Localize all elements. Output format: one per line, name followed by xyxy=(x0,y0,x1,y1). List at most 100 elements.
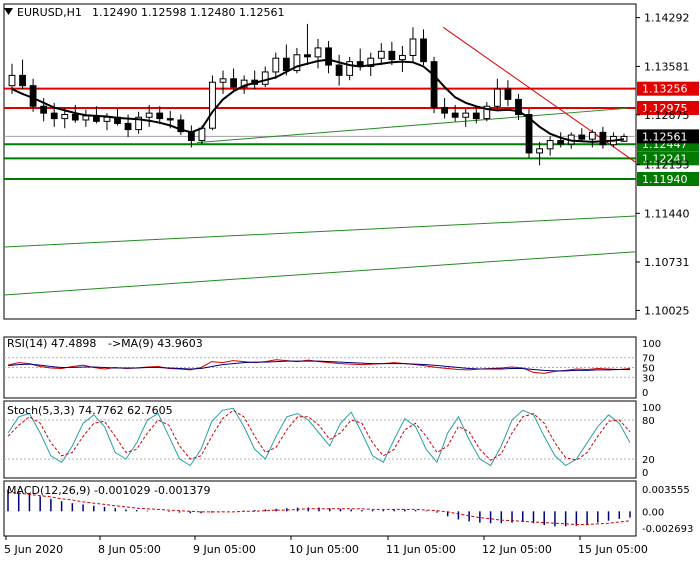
bear-candle xyxy=(388,50,396,61)
indicator-tick-label: 20 xyxy=(642,455,655,466)
stochastic-panel: 100 80 20 0 xyxy=(4,403,661,479)
time-axis: 5 Jun 2020 8 Jun 05:00 9 Jun 05:00 10 Jun 0… xyxy=(4,536,648,556)
bull-candle xyxy=(377,50,385,59)
bear-candle xyxy=(578,134,586,140)
indicator-tick-label: 100 xyxy=(642,403,661,414)
bear-candle xyxy=(230,78,237,88)
bull-candle xyxy=(367,57,375,67)
bull-candle xyxy=(145,112,153,118)
moving-average-polyline xyxy=(11,58,625,143)
bear-candle xyxy=(156,112,164,120)
level-value-1.12975: 1.12975 xyxy=(642,102,688,115)
price-tick-label: 1.13581 xyxy=(644,60,690,73)
macd-signal-line xyxy=(7,492,631,525)
macd-panel-frame xyxy=(3,480,637,537)
time-tick-label: 5 Jun 2020 xyxy=(4,543,63,556)
panel-frames xyxy=(3,3,637,537)
bull-candle xyxy=(536,148,543,154)
bear-candle xyxy=(71,113,79,121)
bear-candle xyxy=(124,122,132,131)
level-badge-1.11940 xyxy=(637,172,699,186)
price-tick-label: 1.11440 xyxy=(644,207,690,220)
indicator-series-1 xyxy=(7,409,631,461)
bull-candle xyxy=(240,79,248,88)
level-value-1.13256: 1.13256 xyxy=(642,83,688,96)
indicator-tick-label: 0 xyxy=(642,468,648,479)
bull-candle xyxy=(314,47,322,58)
bull-candle xyxy=(588,131,596,140)
bear-candle xyxy=(451,112,459,118)
bear-candle xyxy=(557,140,565,145)
bear-candle xyxy=(40,105,48,114)
indicator-tick-label: 30 xyxy=(642,373,655,384)
bull-candle xyxy=(261,71,269,85)
bull-candle xyxy=(483,105,491,120)
collapse-triangle-icon[interactable] xyxy=(4,8,13,15)
bear-candle xyxy=(19,74,26,87)
level-value-1.11940: 1.11940 xyxy=(642,173,688,186)
chart-header: EURUSD,H1 1.12490 1.12598 1.12480 1.1256… xyxy=(4,6,284,19)
bear-candle xyxy=(515,98,522,115)
price-tick-label: 1.12875 xyxy=(644,109,690,122)
time-tick-label: 8 Jun 05:00 xyxy=(98,543,161,556)
moving-average-line xyxy=(11,58,625,143)
bull-candle xyxy=(103,116,111,122)
indicator-tick-label: 70 xyxy=(642,354,655,365)
rsi-ma-label: ->MA(9) 43.9603 xyxy=(108,337,203,350)
bull-candle xyxy=(409,38,417,56)
rsi-label: RSI(14) 47.4898 xyxy=(7,337,96,350)
bear-candle xyxy=(325,47,332,66)
bull-candle xyxy=(61,113,69,120)
macd-tick-label: 0.00 xyxy=(642,507,664,518)
bull-candle xyxy=(493,88,501,107)
bear-candle xyxy=(29,85,37,107)
bear-candle xyxy=(304,54,311,58)
time-tick-label: 12 Jun 05:00 xyxy=(482,543,552,556)
time-tick-label: 9 Jun 05:00 xyxy=(193,543,256,556)
bull-candle xyxy=(219,78,227,83)
price-tick-label: 1.10025 xyxy=(644,304,690,317)
indicator-series-1 xyxy=(7,360,630,372)
trend-line-green-channel-upper xyxy=(3,215,637,248)
trend-line-green-channel-lower xyxy=(3,251,637,296)
level-badge-1.13256 xyxy=(637,81,699,96)
price-axis: 1.14292 1.13581 1.12875 1.12153 1.11440 1.107… xyxy=(636,12,690,317)
price-tick-label: 1.10731 xyxy=(644,256,690,269)
indicator-tick-label: 80 xyxy=(642,416,655,427)
indicator-tick-label: 100 xyxy=(642,339,661,350)
level-badge-1.12241 xyxy=(637,151,699,166)
indicator-tick-label: 50 xyxy=(642,364,655,375)
bear-candle xyxy=(282,57,290,72)
price-tick-label: 1.14292 xyxy=(644,12,690,25)
level-value-1.12241: 1.12241 xyxy=(642,152,688,165)
macd-panel: 0.003555 0.00 -0.002693 xyxy=(7,485,693,535)
bull-candle xyxy=(8,74,16,87)
bear-candle xyxy=(525,113,533,154)
price-tick-label: 1.12153 xyxy=(644,158,690,171)
time-tick-label: 11 Jun 05:00 xyxy=(386,543,456,556)
indicator-series-0 xyxy=(7,407,631,467)
current-price-value: 1.12561 xyxy=(642,130,688,143)
bull-candle xyxy=(198,127,206,142)
bear-candle xyxy=(166,118,174,121)
bull-candle xyxy=(135,116,143,131)
current-price-badge xyxy=(637,129,699,144)
bear-candle xyxy=(177,119,185,133)
ohlc-values: 1.12490 1.12598 1.12480 1.12561 xyxy=(92,6,284,19)
bull-candle xyxy=(346,61,354,76)
bear-candle xyxy=(430,61,438,109)
bear-candle xyxy=(472,112,480,120)
time-tick-label: 15 Jun 05:00 xyxy=(578,543,648,556)
bear-candle xyxy=(504,88,512,100)
bear-candle xyxy=(50,112,58,120)
bull-candle xyxy=(293,54,301,72)
bear-candle xyxy=(335,64,343,76)
bear-candle xyxy=(420,38,427,63)
trend-line-green-support-1 xyxy=(196,107,627,144)
bull-candle xyxy=(462,112,470,118)
bull-candle xyxy=(209,81,216,129)
bull-candle xyxy=(82,115,90,121)
